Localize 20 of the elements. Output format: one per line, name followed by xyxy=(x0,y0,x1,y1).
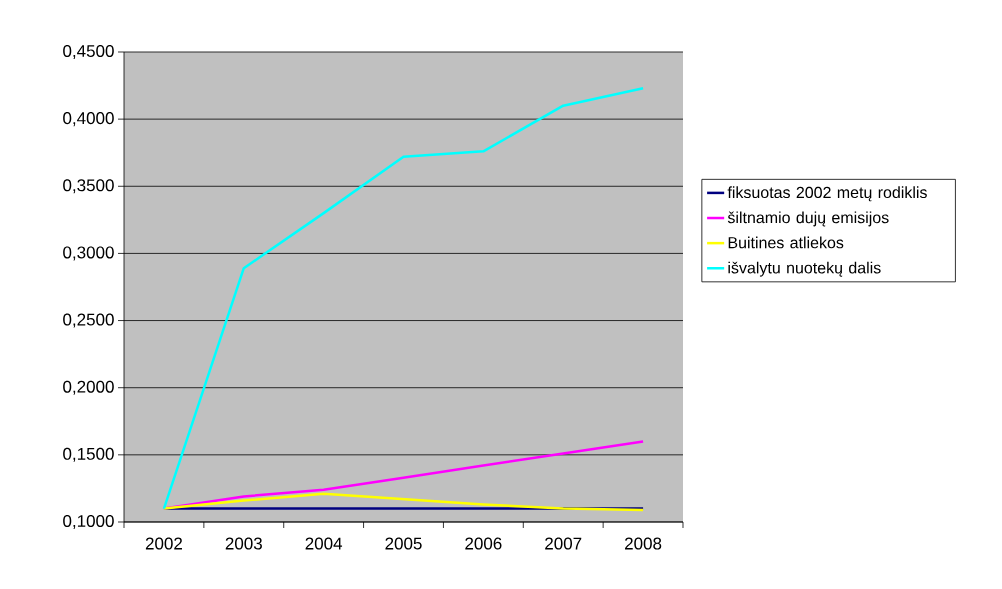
legend-label: išvalytu nuotekų dalis xyxy=(728,261,881,277)
x-tick-label: 2002 xyxy=(145,537,182,550)
y-tick-label: 0,4500 xyxy=(63,44,114,60)
y-tick-label: 0,3500 xyxy=(63,179,114,194)
legend-label: šiltnamio dujų emisijos xyxy=(727,211,889,227)
x-tick-label: 2003 xyxy=(225,537,262,550)
y-tick-label: 0,2500 xyxy=(63,313,114,328)
legend-label: fiksuotas 2002 metų rodiklis xyxy=(727,186,927,202)
y-tick-label: 0,3000 xyxy=(63,246,114,261)
line-series xyxy=(162,87,645,510)
y-tick-label: 0,1000 xyxy=(63,514,114,530)
x-tick-label: 2004 xyxy=(305,537,343,550)
x-tick-label: 2006 xyxy=(465,537,502,550)
y-tick-label: 0,1500 xyxy=(63,447,114,462)
y-tick-label: 0,4000 xyxy=(63,112,114,127)
y-tick-label: 0,2000 xyxy=(63,380,114,395)
x-tick-label: 2007 xyxy=(545,537,582,550)
x-tick-label: 2005 xyxy=(385,537,422,550)
legend-label: Buitines atliekos xyxy=(728,236,844,249)
x-tick-label: 2008 xyxy=(625,537,662,550)
